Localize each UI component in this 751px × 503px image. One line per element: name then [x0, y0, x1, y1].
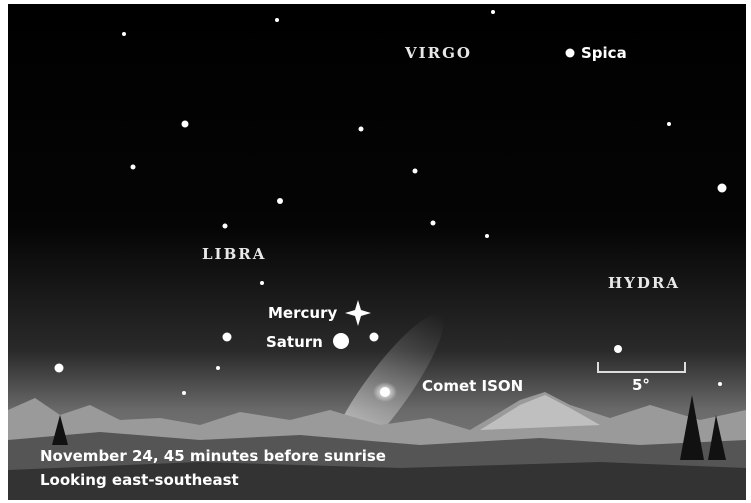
planet-label: Mercury	[268, 304, 337, 322]
caption: November 24, 45 minutes before sunrise	[40, 447, 386, 465]
page: VIRGO Spica LIBRA HYDRA Mercury Saturn C…	[0, 0, 751, 503]
constellation-label: HYDRA	[608, 274, 680, 292]
caption: Looking east-southeast	[40, 471, 239, 489]
planet-label: Saturn	[266, 333, 323, 351]
constellation-label: VIRGO	[404, 44, 472, 62]
comet-label: Comet ISON	[422, 377, 523, 395]
scale-label: 5°	[632, 376, 650, 394]
sky-chart: VIRGO Spica LIBRA HYDRA Mercury Saturn C…	[0, 0, 751, 503]
star-label: Spica	[581, 44, 627, 62]
constellation-label: LIBRA	[202, 245, 266, 263]
